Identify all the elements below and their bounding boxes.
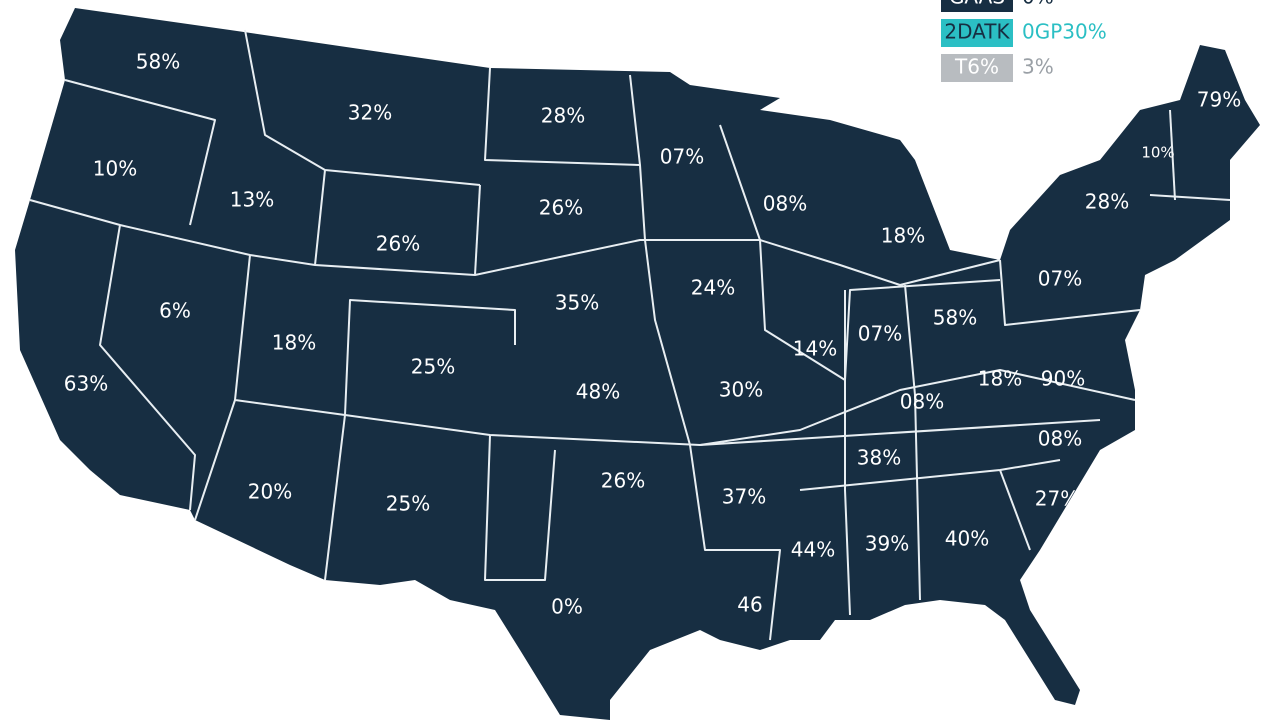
state-label: 07% [660,145,704,169]
state-label: 24% [691,276,735,300]
state-label: 38% [857,446,901,470]
legend-swatch [941,0,1013,12]
state-label: 0% [551,595,583,619]
state-label: 40% [945,527,989,551]
state-label: 18% [978,367,1022,391]
state-label: 28% [1085,190,1129,214]
state-label: 10% [93,157,137,181]
state-label: 63% [64,372,108,396]
state-label: 79% [1197,88,1241,112]
legend-key: 2DATK [944,20,1010,44]
state-label: 18% [272,331,316,355]
legend-value: 3% [1022,55,1054,79]
state-label: 90% [1041,367,1085,391]
state-label: 08% [763,192,807,216]
state-label: 27% [1035,487,1079,511]
legend-swatch [941,19,1013,47]
state-label: 25% [411,355,455,379]
state-label: 14% [793,337,837,361]
state-label: 18% [881,224,925,248]
state-label: 08% [1038,427,1082,451]
legend-key: T6% [954,55,999,79]
state-label: 48% [576,380,620,404]
state-label: 30% [719,378,763,402]
state-label: 07% [1038,267,1082,291]
state-label: 10% [1141,144,1174,162]
state-label: 26% [539,196,583,220]
legend: GAAS 0% 2DATK 0GP30% T6% 3% [941,0,1107,82]
state-label: 26% [601,469,645,493]
legend-value: 0% [1022,0,1054,9]
legend-key: GAAS [949,0,1005,9]
state-labels: 58% 10% 13% 32% 28% 07% 08% 18% 28% 79% 10% 26% 26% 6… [64,50,1241,619]
state-borders [29,29,1231,641]
state-label: 26% [376,232,420,256]
state-label: 35% [555,291,599,315]
state-label: 13% [230,188,274,212]
state-label: 08% [900,390,944,414]
state-label: 32% [348,101,392,125]
state-label: 44% [791,538,835,562]
state-label: 6% [159,299,191,323]
legend-value: 0GP30% [1022,20,1107,44]
state-label: 28% [541,104,585,128]
state-label: 39% [865,532,909,556]
state-label: 46 [737,593,762,617]
state-label: 58% [136,50,180,74]
us-outline [15,8,1260,720]
state-label: 37% [722,485,766,509]
legend-swatch [941,54,1013,82]
state-label: 07% [858,322,902,346]
state-label: 58% [933,306,977,330]
state-label: 20% [248,480,292,504]
state-label: 25% [386,492,430,516]
